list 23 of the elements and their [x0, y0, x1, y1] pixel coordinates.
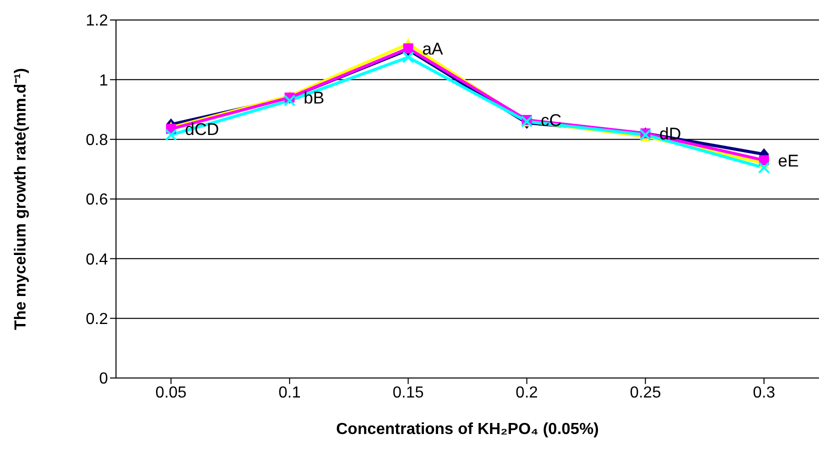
x-tick-label: 0.15 [392, 384, 424, 402]
x-tick-label: 0.25 [630, 384, 662, 402]
point [758, 162, 770, 174]
y-tick-label: 1 [99, 72, 108, 90]
point [165, 128, 177, 141]
annotation: eE [778, 151, 799, 170]
x-tick-label: 0.05 [155, 384, 187, 402]
y-tick-label: 0.6 [86, 192, 108, 209]
y-axis-title: The mycelium growth rate(mm.d⁻¹) [12, 68, 30, 330]
annotation: bB [304, 88, 324, 108]
y-tick-label: 0 [99, 370, 108, 388]
x-axis-title: Concentrations of KH₂PO₄ (0.05%) [336, 421, 599, 438]
point [403, 43, 414, 54]
point [402, 51, 414, 64]
x-tick-label: 0.1 [278, 384, 301, 402]
y-tick-label: 0.2 [86, 311, 108, 328]
y-tick-label: 1.2 [86, 12, 108, 30]
point [284, 94, 296, 107]
annotation: aA [422, 39, 444, 58]
y-tick-label: 0.8 [86, 132, 108, 150]
y-tick-label: 0.4 [86, 251, 108, 268]
x-tick-label: 0.3 [752, 384, 776, 402]
x-tick-label: 0.2 [516, 384, 538, 402]
